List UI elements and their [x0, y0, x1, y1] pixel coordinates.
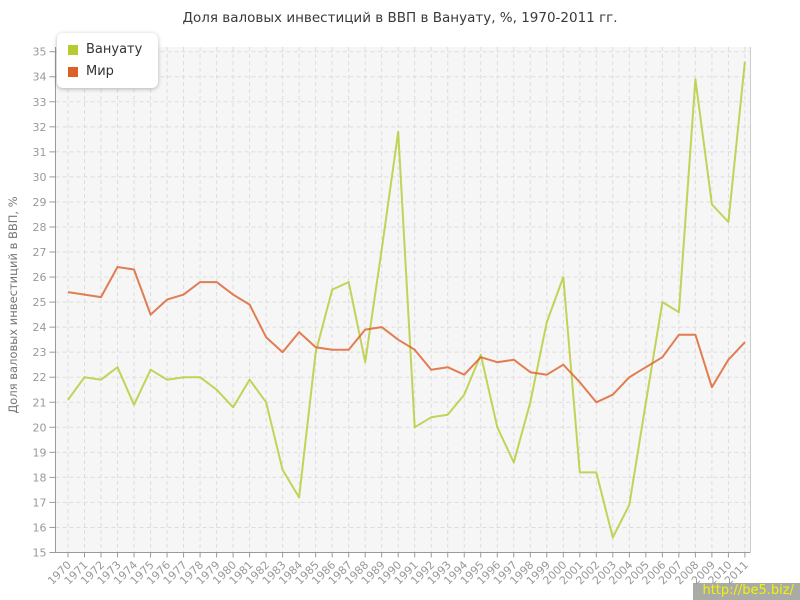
svg-text:28: 28 [33, 221, 47, 234]
svg-text:18: 18 [33, 471, 47, 484]
svg-text:22: 22 [33, 371, 47, 384]
svg-text:35: 35 [33, 46, 47, 59]
svg-text:32: 32 [33, 121, 47, 134]
y-axis-title: Доля валовых инвестиций в ВВП, % [6, 196, 20, 413]
series-line-world [67, 266, 746, 404]
svg-text:26: 26 [33, 271, 47, 284]
axes [49, 47, 751, 558]
svg-text:25: 25 [33, 296, 47, 309]
svg-text:30: 30 [33, 171, 47, 184]
legend: Вануату Мир [57, 33, 159, 88]
legend-item-vanuatu[interactable]: Вануату [68, 42, 142, 57]
svg-text:23: 23 [33, 346, 47, 359]
svg-text:15: 15 [33, 547, 47, 560]
x-axis-labels: 1970197119721973197419751976197719781979… [45, 558, 751, 587]
legend-label-world: Мир [86, 64, 114, 79]
chart-title: Доля валовых инвестиций в ВВП в Вануату,… [182, 10, 618, 26]
legend-swatch-world-icon [68, 66, 78, 77]
svg-text:29: 29 [33, 196, 47, 209]
svg-text:21: 21 [33, 396, 47, 409]
svg-text:33: 33 [33, 96, 47, 109]
svg-text:20: 20 [33, 421, 47, 434]
legend-swatch-vanuatu-icon [68, 44, 78, 55]
svg-text:17: 17 [33, 496, 47, 509]
legend-label-vanuatu: Вануату [86, 42, 143, 57]
series-line-vanuatu [67, 61, 746, 539]
svg-text:31: 31 [33, 146, 47, 159]
svg-text:19: 19 [33, 446, 47, 459]
svg-text:24: 24 [33, 321, 47, 334]
svg-text:16: 16 [33, 521, 47, 534]
watermark-link[interactable]: http://be5.biz/ [693, 583, 800, 600]
y-axis-labels: 15 16 17 18 19 20 21 22 23 24 25 26 27 28 29 30 31 32 33 34… [33, 46, 47, 560]
svg-text:34: 34 [33, 71, 47, 84]
legend-item-world[interactable]: Мир [68, 64, 142, 79]
svg-text:27: 27 [33, 246, 47, 259]
